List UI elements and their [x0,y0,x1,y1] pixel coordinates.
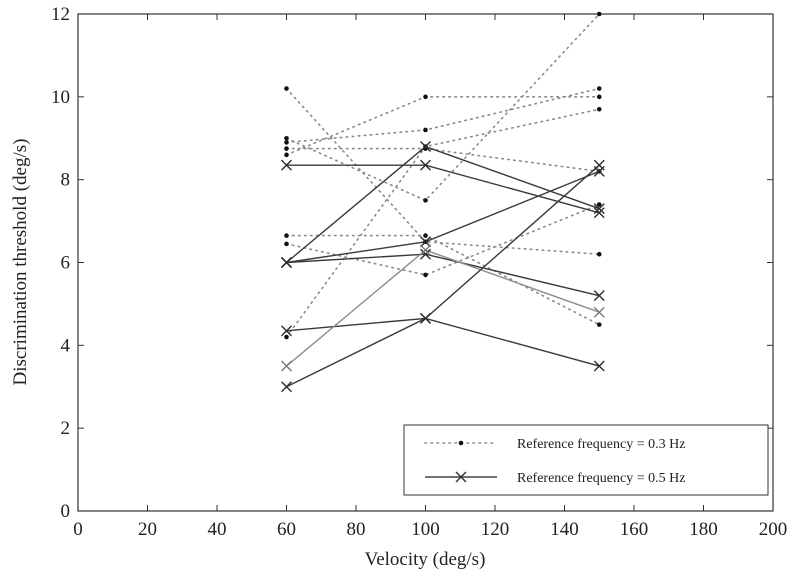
x-tick-label: 200 [759,519,788,540]
series-line-0.3hz-6 [285,203,601,276]
data-point-dot [284,135,289,141]
x-tick-label: 180 [689,519,718,540]
y-tick-label: 0 [61,501,71,522]
data-point-x [593,207,605,219]
data-point-x [420,312,431,324]
legend-marker-x [455,471,467,483]
y-tick-label: 10 [51,87,70,108]
data-point-dot [423,198,428,203]
x-tick-label: 120 [481,519,510,540]
data-point-x [281,381,292,393]
x-tick-label: 140 [550,519,579,540]
data-point-dot [596,322,602,327]
data-point-dot [423,272,428,278]
x-axis-title: Velocity (deg/s) [365,549,486,570]
legend: Reference frequency = 0.3 Hz Reference f… [403,424,769,496]
data-point-x [420,141,431,153]
x-tick-label: 160 [620,519,649,540]
data-point-dot [284,152,289,158]
data-point-dot [284,334,289,340]
x-tick-label: 20 [138,519,157,540]
y-tick-label: 8 [61,170,71,191]
x-tick-label: 60 [277,519,296,540]
data-point-x [420,159,431,171]
data-point-dot [423,233,428,238]
legend-label-1: Reference frequency = 0.5 Hz [517,471,685,486]
y-tick-label: 6 [61,253,71,274]
data-point-x [281,257,292,268]
series-layer [281,11,605,393]
data-point-x [593,159,605,171]
data-point-dot [596,11,602,17]
data-point-dot [284,146,289,151]
data-point-x [593,306,605,318]
legend-label-0: Reference frequency = 0.3 Hz [517,437,685,452]
data-point-dot [596,106,602,112]
data-point-x [281,360,292,372]
x-tick-label: 0 [73,519,83,540]
data-point-dot [284,86,289,91]
data-point-x [281,325,292,337]
data-point-dot [596,86,602,91]
data-point-x [593,360,605,372]
data-point-x [593,290,605,302]
x-tick-label: 80 [347,519,366,540]
data-point-dot [284,140,289,145]
data-point-x [420,248,431,260]
data-point-x [593,203,605,215]
x-tick-label: 100 [411,519,440,540]
x-tick-label: 40 [208,519,227,540]
data-point-dot [596,251,602,257]
legend-box [403,424,769,496]
data-point-dot [596,94,602,100]
ticks-layer: 0 20 40 60 80 100 120 140 160 180 200 0 2 4 6 8 10 12 [51,4,787,540]
data-point-dot [596,202,602,207]
data-point-dot [284,233,289,238]
data-point-x [420,236,431,248]
legend-marker-dot [458,440,464,446]
data-point-x [281,159,292,171]
data-point-dot [423,94,428,100]
data-point-dot [423,127,428,133]
data-point-x [420,244,431,256]
y-tick-label: 4 [61,335,71,356]
y-tick-label: 12 [51,4,70,25]
y-axis-title: Discrimination threshold (deg/s) [10,139,31,386]
data-point-dot [284,241,289,247]
y-tick-label: 2 [61,418,71,439]
